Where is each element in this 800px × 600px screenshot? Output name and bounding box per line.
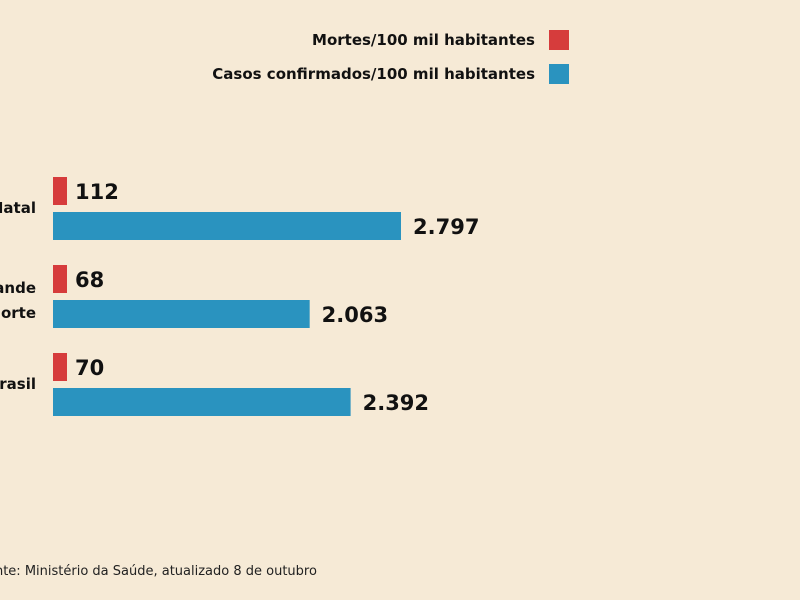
category-label: Natal: [0, 199, 36, 217]
deaths-value-1: 68: [75, 268, 104, 292]
category-label: do Norte: [0, 304, 36, 322]
cases-value-2: 2.392: [363, 391, 429, 415]
value-labels: 112 68 70 2.797 2.063 2.392: [75, 180, 479, 415]
legend: Mortes/100 mil habitantes Casos confirmad…: [212, 30, 569, 84]
deaths-value-0: 112: [75, 180, 119, 204]
legend-label-deaths: Mortes/100 mil habitantes: [312, 31, 535, 49]
bars: [53, 177, 401, 416]
cases-bar-2: [53, 388, 351, 416]
legend-swatch-cases: [549, 64, 569, 84]
category-label: Rio Grande: [0, 279, 36, 297]
deaths-bar-2: [53, 353, 67, 381]
cases-value-1: 2.063: [322, 303, 388, 327]
category-labels: Natal Rio Grande do Norte Brasil: [0, 199, 36, 393]
legend-label-cases: Casos confirmados/100 mil habitantes: [212, 65, 535, 83]
cases-bar-1: [53, 300, 310, 328]
legend-swatch-deaths: [549, 30, 569, 50]
cases-value-0: 2.797: [413, 215, 479, 239]
cases-bar-0: [53, 212, 401, 240]
source-note: Fonte: Ministério da Saúde, atualizado 8…: [0, 564, 317, 579]
category-label: Brasil: [0, 375, 36, 393]
deaths-bar-1: [53, 265, 67, 293]
deaths-value-2: 70: [75, 356, 104, 380]
deaths-bar-0: [53, 177, 67, 205]
